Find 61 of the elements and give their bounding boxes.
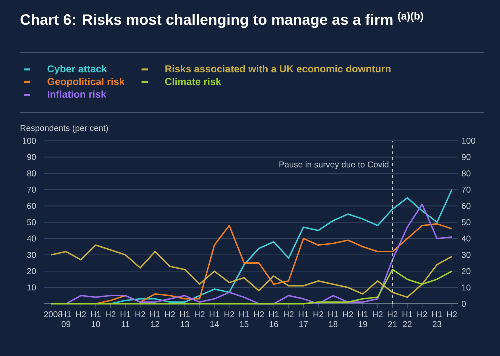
y2-tick-label: 90 [462, 154, 471, 160]
y-tick-label: 20 [27, 268, 36, 274]
y-tick-label: 50 [27, 220, 36, 226]
x-tick-label: H2 [254, 312, 264, 318]
x-tick-label: H2 [224, 312, 234, 318]
x-tick-label: H1 12 [150, 312, 160, 328]
y2-tick-label: 80 [462, 170, 471, 177]
x-tick-label: H1 09 [62, 312, 72, 328]
x-tick-label: H1 11 [120, 312, 131, 328]
y2-tick-label: 30 [462, 252, 471, 258]
y-tick-label: 80 [27, 170, 36, 177]
x-tick-label: H2 [343, 312, 354, 318]
x-tick-label: H1 19 [358, 312, 368, 328]
x-tick-label: H1 23 [432, 312, 442, 328]
line-series [110, 189, 453, 305]
x-tick-label: H2 [284, 312, 294, 318]
x-tick-label: H1 15 [240, 312, 250, 328]
line-series [50, 244, 453, 298]
y2-tick-label: 70 [462, 186, 471, 193]
y2-tick-label: 40 [462, 236, 471, 242]
legend-label: Inflation risk [48, 90, 107, 98]
y-tick-label: 10 [28, 284, 36, 291]
x-tick-label: H2 [106, 312, 116, 318]
y-axis-title: Respondents (per cent) [20, 125, 108, 133]
chart-title: Chart 6: Risks most challenging to manage as a firm $^{(a)(b)}$ [20, 12, 424, 28]
x-tick-label: H2 21 [388, 312, 398, 328]
x-tick-label: H1 18 [328, 312, 338, 328]
x-tick-label: 2008 [44, 312, 62, 318]
y-tick-label: 60 [28, 203, 36, 210]
y-tick-label: 40 [27, 236, 36, 242]
x-tick-label: H2 [136, 312, 146, 318]
legend-label: Cyber attack [48, 65, 108, 75]
legend-label: Geopolitical risk [48, 78, 125, 88]
legend-label: Climate risk [165, 78, 222, 86]
x-tick-label: H2 [76, 312, 86, 318]
y2-tick-label: 100 [462, 138, 476, 144]
y2-tick-label: 20 [462, 268, 471, 274]
y2-tick-label: 60 [462, 203, 471, 210]
x-tick-label: H1 22 [402, 312, 413, 328]
y-tick-label: 70 [28, 186, 36, 193]
x-tick-label: H2 [447, 312, 458, 318]
y2-tick-label: 50 [462, 220, 471, 226]
x-tick-label: H1 10 [91, 312, 101, 328]
y-tick-label: 30 [27, 252, 36, 258]
x-tick-label: H2 [418, 312, 428, 318]
x-tick-label: H2 [165, 312, 176, 318]
y-tick-label: 90 [27, 154, 36, 160]
x-tick-label: H1 16 [269, 312, 280, 328]
line-series [66, 204, 453, 305]
y2-tick-label: 0 [462, 301, 466, 307]
y2-tick-label: 10 [462, 284, 471, 291]
ref-line-label: Pause in survey due to Covid [280, 161, 389, 170]
x-tick-label: H1 14 [210, 312, 220, 328]
legend-label: Risks associated with a UK economic downturn [166, 65, 391, 73]
y-tick-label: 100 [23, 138, 36, 144]
x-tick-label: H2 [195, 312, 205, 318]
x-tick-label: H2 [373, 312, 383, 318]
x-tick-label: H1 13 [180, 312, 190, 328]
line-series [95, 223, 453, 305]
x-tick-label: H1 17 [298, 312, 309, 328]
x-tick-label: H2 [314, 312, 324, 318]
